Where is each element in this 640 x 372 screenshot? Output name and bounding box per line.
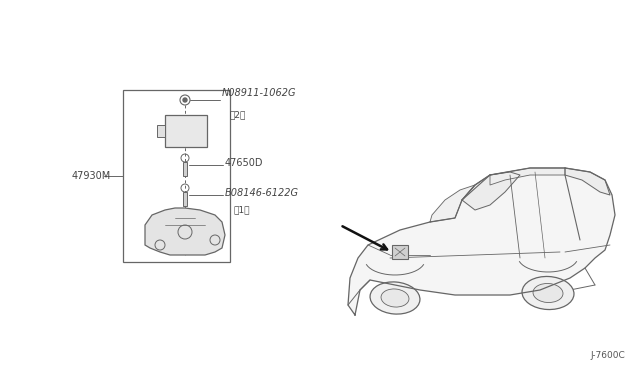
Bar (392, 245, 408, 259)
Bar (183, 162, 187, 176)
Text: N08911-1062G: N08911-1062G (222, 88, 296, 98)
Text: B08146-6122G: B08146-6122G (225, 188, 299, 198)
Ellipse shape (533, 283, 563, 302)
Polygon shape (145, 208, 225, 255)
Polygon shape (490, 168, 565, 185)
Text: （1）: （1） (233, 205, 250, 214)
Bar (157, 125, 165, 137)
Text: J-7600C: J-7600C (590, 351, 625, 360)
Ellipse shape (370, 282, 420, 314)
Polygon shape (348, 168, 615, 315)
Polygon shape (430, 185, 475, 222)
Bar (123, 90, 230, 262)
Polygon shape (462, 172, 520, 210)
Polygon shape (565, 168, 610, 195)
Bar (183, 192, 187, 206)
Text: （2）: （2） (230, 110, 246, 119)
Circle shape (183, 98, 187, 102)
Text: 47650D: 47650D (225, 158, 264, 168)
Text: 47930M: 47930M (72, 171, 111, 181)
Ellipse shape (381, 289, 409, 307)
Ellipse shape (522, 276, 574, 310)
Bar (165, 115, 207, 147)
